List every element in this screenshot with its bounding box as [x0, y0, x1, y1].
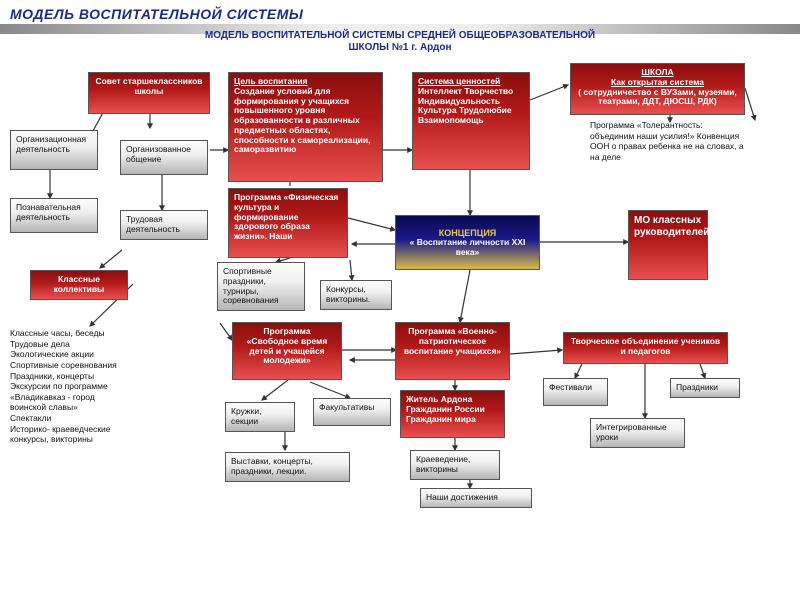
node-concept: КОНЦЕПЦИЯ « Воспитание личности XXI века… — [395, 215, 540, 270]
txt: Выставки, концерты, праздники, лекции. — [231, 456, 313, 476]
txt: Трудовая деятельность — [126, 214, 180, 234]
txt: Наши достижения — [426, 492, 498, 502]
node-shkola: ШКОЛА Как открытая система ( сотрудничес… — [570, 63, 745, 115]
node-kruzhki: Кружки, секции — [225, 402, 295, 432]
node-dostizh: Наши достижения — [420, 488, 532, 508]
node-tsennosti: Система ценностей Интеллект Творчество И… — [412, 72, 530, 170]
txt: Факультативы — [319, 402, 374, 412]
txt: Житель Ардона Гражданин России Гражданин… — [406, 394, 485, 424]
txt: Программа «Свободное время детей и учаще… — [247, 326, 328, 365]
sovet-text: Совет старшеклассников школы — [95, 76, 202, 96]
page-title: МОДЕЛЬ ВОСПИТАТЕЛЬНОЙ СИСТЕМЫ — [10, 6, 303, 22]
node-klass-kol: Классные коллективы — [30, 270, 128, 300]
node-klass-chasy: Классные часы, беседы Трудовые дела Экол… — [10, 328, 162, 488]
node-sport: Спортивные праздники, турниры, соревнова… — [217, 262, 305, 311]
txt: Спортивные праздники, турниры, соревнова… — [223, 266, 279, 305]
node-kraeved: Краеведение, викторины — [410, 450, 500, 480]
txt: Программа «Физическая культура и формиро… — [234, 192, 338, 241]
txt: Конкурсы, викторины. — [326, 284, 370, 304]
node-tsel: Цель воспитания Создание условий для фор… — [228, 72, 383, 182]
txt: Организационная деятельность — [16, 134, 86, 154]
node-voen: Программа «Военно-патриотическое воспита… — [395, 322, 510, 380]
node-trud-deyat: Трудовая деятельность — [120, 210, 208, 240]
subtitle-line1: МОДЕЛЬ ВОСПИТАТЕЛЬНОЙ СИСТЕМЫ СРЕДНЕЙ ОБ… — [205, 30, 595, 41]
shkola-sub: Как открытая система — [611, 77, 704, 87]
node-vystavki: Выставки, концерты, праздники, лекции. — [225, 452, 350, 482]
txt: Краеведение, викторины — [416, 454, 470, 474]
node-festival: Фестивали — [543, 378, 608, 406]
node-tvor: Творческое объединение учеников и педаго… — [563, 332, 728, 364]
node-zhitel: Житель Ардона Гражданин России Гражданин… — [400, 390, 505, 438]
tsen-body: Интеллект Творчество Индивидуальность Ку… — [418, 86, 513, 125]
node-konkurs: Конкурсы, викторины. — [320, 280, 392, 310]
node-mo: МО классных руководителей — [628, 210, 708, 280]
node-svobod: Программа «Свободное время детей и учаще… — [232, 322, 342, 380]
txt: Программа «Толерантность: объединим наши… — [590, 120, 744, 162]
subtitle: МОДЕЛЬ ВОСПИТАТЕЛЬНОЙ СИСТЕМЫ СРЕДНЕЙ ОБ… — [0, 30, 800, 54]
node-pozn-deyat: Познавательная деятельность — [10, 198, 98, 233]
subtitle-line2: ШКОЛЫ №1 г. Ардон — [348, 42, 451, 53]
shkola-body: ( сотрудничество с ВУЗами, музеями, теат… — [578, 87, 736, 107]
tsel-body: Создание условий для формирования у учащ… — [234, 86, 371, 155]
concept-l2: « Воспитание личности XXI века» — [401, 238, 534, 258]
node-org-deyat: Организационная деятельность — [10, 130, 98, 170]
node-integr: Интегрированные уроки — [590, 418, 685, 448]
txt: Программа «Военно-патриотическое воспита… — [404, 326, 501, 356]
txt: Интегрированные уроки — [596, 422, 667, 442]
tsen-hdr: Система ценностей — [418, 76, 500, 86]
node-fizkult: Программа «Физическая культура и формиро… — [228, 188, 348, 258]
node-toler: Программа «Толерантность: объединим наши… — [590, 120, 745, 205]
node-sovet: Совет старшеклассников школы — [88, 72, 210, 114]
txt: Творческое объединение учеников и педаго… — [571, 336, 720, 356]
txt: Познавательная деятельность — [16, 202, 81, 222]
txt: Классные коллективы — [54, 274, 105, 294]
node-fakult: Факультативы — [313, 398, 391, 426]
node-org-obsh: Организованное общение — [120, 140, 208, 175]
txt: Фестивали — [549, 382, 592, 392]
tsel-hdr: Цель воспитания — [234, 76, 308, 86]
txt: Праздники — [676, 382, 718, 392]
txt: Классные часы, беседы Трудовые дела Экол… — [10, 328, 117, 444]
txt: Организованное общение — [126, 144, 191, 164]
txt: МО классных руководителей — [634, 215, 709, 238]
shkola-hdr: ШКОЛА — [641, 67, 673, 77]
node-prazdnik: Праздники — [670, 378, 740, 398]
txt: Кружки, секции — [231, 406, 261, 426]
